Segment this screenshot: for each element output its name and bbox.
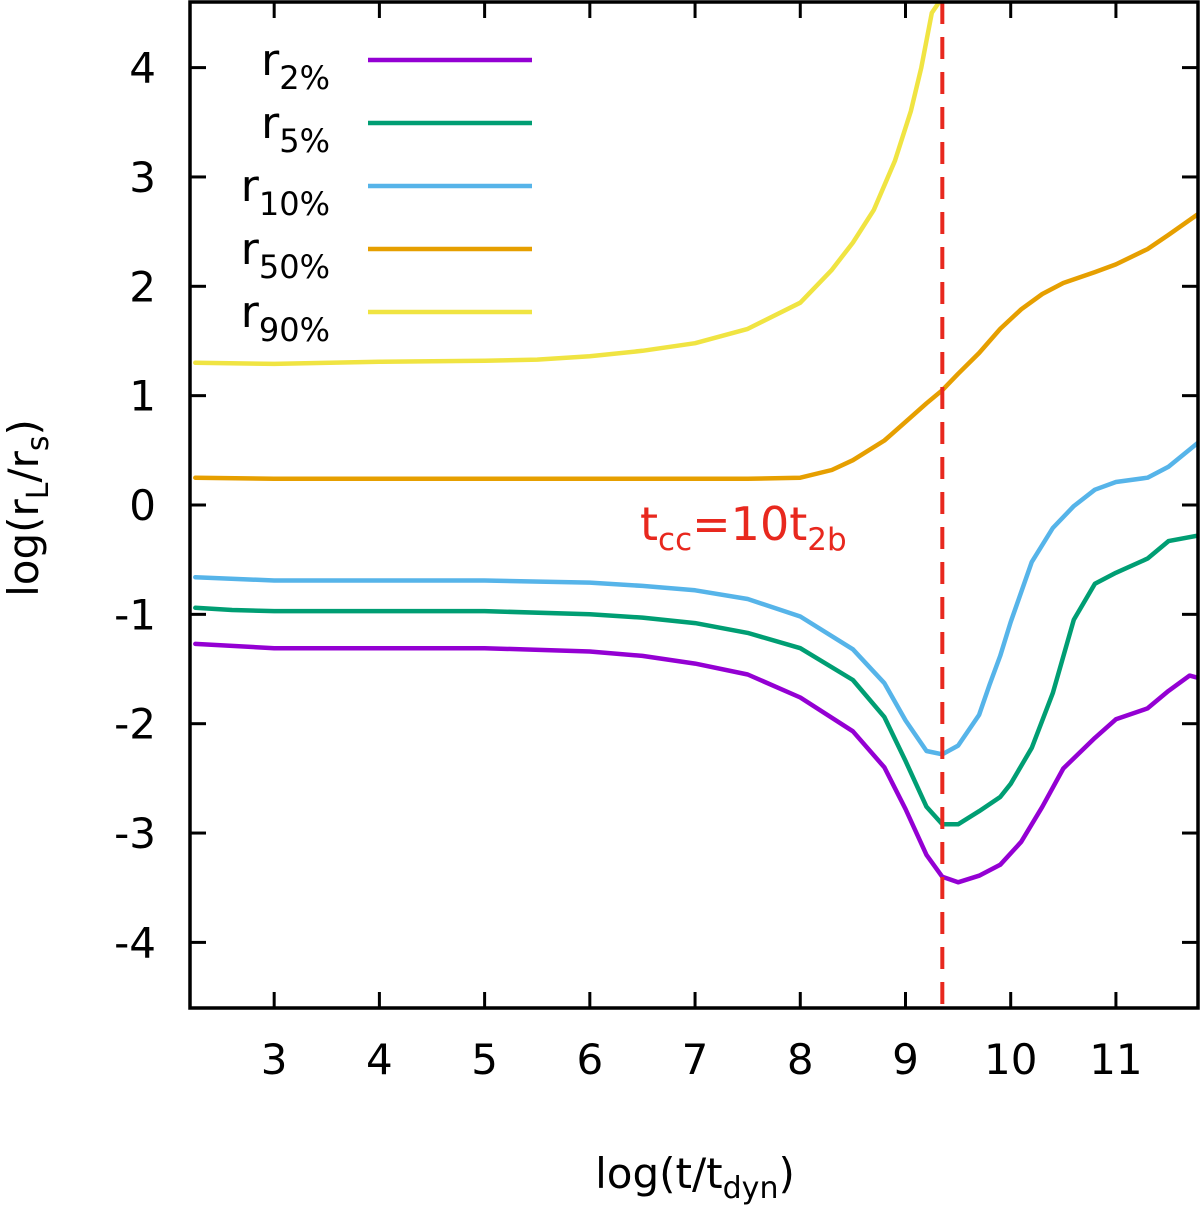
y-tick-label: 2 [129,262,156,311]
legend-label: r2% [261,35,330,97]
y-tick-label: 3 [129,153,156,202]
x-tick-label: 4 [366,1035,393,1084]
series-layer [193,2,1198,885]
y-axis-title: log(rL/rs) [0,419,56,597]
x-axis-title-tail: ) [778,1149,794,1198]
plot-frame [188,0,1200,1010]
y-tick-label: 0 [129,481,156,530]
y-axis-title-sub-s: s [21,435,56,451]
annotation-mid: =10t [692,497,807,551]
y-axis-title-base: log(r [0,499,48,597]
legend-item-r50pct: r50% [241,224,532,286]
x-tick-label: 9 [892,1035,919,1084]
legend-item-r2pct: r2% [261,35,532,97]
legend-label: r50% [241,224,330,286]
x-tick-label: 3 [261,1035,288,1084]
x-tick-label: 11 [1089,1035,1142,1084]
series-line-r90pct [193,2,942,367]
y-axis-title-sub-l: L [21,482,56,499]
x-tick-label: 10 [984,1035,1037,1084]
y-tick-label: -1 [114,590,156,639]
x-tick-label: 5 [471,1035,498,1084]
legend: r2%r5%r10%r50%r90% [241,35,532,349]
y-tick-label: -3 [114,809,156,858]
legend-item-r5pct: r5% [261,98,532,160]
y-axis-title-mid: /r [0,450,48,482]
legend-item-r10pct: r10% [241,161,532,223]
legend-label: r5% [261,98,330,160]
x-tick-label: 7 [682,1035,709,1084]
y-tick-label: -4 [114,918,156,967]
legend-label: r10% [241,161,330,223]
y-tick-label: -2 [114,700,156,749]
series-line-r5pct [193,533,1198,827]
x-tick-label: 6 [576,1035,603,1084]
annotation-sub-2b: 2b [807,522,846,558]
annotation-base: t [640,497,658,551]
tcc-annotation: tcc=10t2b [640,497,847,558]
legend-item-r90pct: r90% [241,287,532,349]
series-line-r50pct [193,211,1198,482]
legend-label: r90% [241,287,330,349]
x-tick-label: 8 [787,1035,814,1084]
series-line-r2pct [193,641,1198,885]
y-axis-title-tail: ) [0,419,48,435]
x-axis-title-base: log(t/t [595,1149,723,1198]
x-axis-title-sub: dyn [723,1171,779,1206]
y-tick-label: 4 [129,44,156,93]
x-axis-title: log(t/tdyn) [595,1149,795,1206]
annotation-sub-cc: cc [658,522,692,558]
y-tick-label: 1 [129,372,156,421]
